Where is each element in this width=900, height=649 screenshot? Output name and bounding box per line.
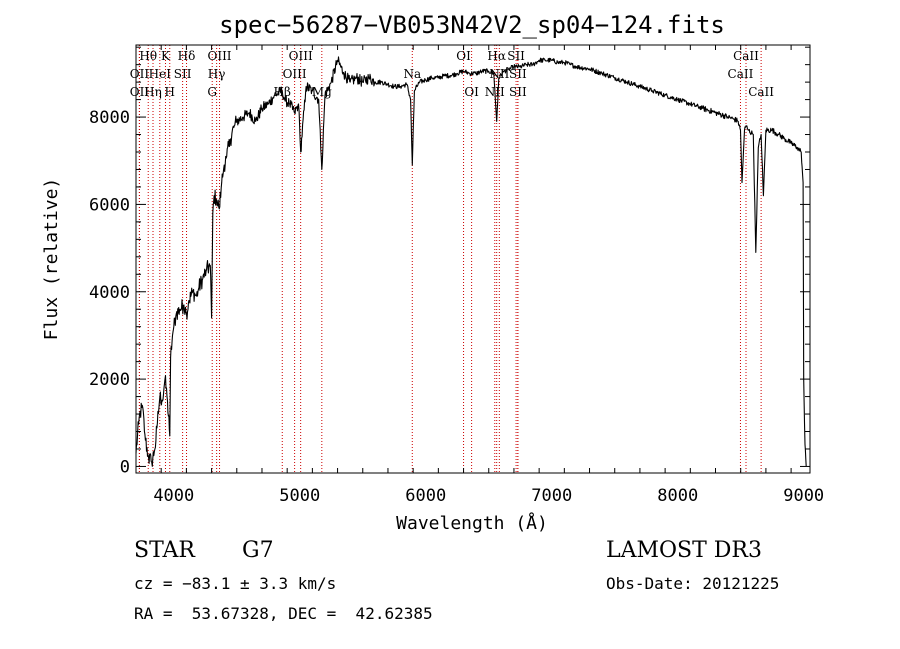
- y-tick-label: 4000: [89, 283, 130, 303]
- x-tick-label: 6000: [405, 486, 446, 506]
- y-axis: 0 2000 4000 6000 8000: [89, 46, 810, 477]
- x-tick-label: 7000: [531, 486, 572, 506]
- y-tick-label: 0: [120, 457, 130, 477]
- line-label-4: K: [161, 49, 171, 63]
- spectral-line-markers: [138, 45, 762, 473]
- line-label-3: Hη: [144, 85, 162, 99]
- line-label-13: OIII: [283, 67, 307, 81]
- line-label-26: CaII: [728, 67, 754, 81]
- line-label-7: H: [165, 85, 175, 99]
- line-label-18: OI: [464, 85, 479, 99]
- line-label-0: Hθ: [139, 49, 157, 63]
- subclass: G7: [242, 538, 274, 563]
- line-label-10: Hγ: [208, 67, 226, 81]
- x-tick-label: 4000: [153, 486, 194, 506]
- line-label-24: SII: [509, 85, 527, 99]
- x-axis-label: Wavelength (Å): [396, 512, 548, 534]
- x-tick-label: 5000: [279, 486, 320, 506]
- line-label-16: Na: [403, 67, 421, 81]
- y-tick-label: 2000: [89, 370, 130, 390]
- line-label-6: SII: [174, 67, 192, 81]
- line-label-1: OII: [130, 67, 150, 81]
- line-label-5: HeI: [149, 67, 172, 81]
- spectrum-line: [135, 56, 807, 467]
- line-label-22: SII: [509, 67, 527, 81]
- coordinates: RA = 53.67328, DEC = 42.62385: [134, 604, 433, 623]
- line-label-11: G: [207, 85, 217, 99]
- x-axis: 4000 5000 6000 7000 8000 9000: [135, 45, 824, 506]
- y-tick-label: 8000: [89, 108, 130, 128]
- line-label-2: OII: [130, 85, 150, 99]
- object-class: STAR: [134, 538, 195, 563]
- line-label-25: CaII: [733, 49, 759, 63]
- obs-date: Obs-Date: 20121225: [606, 574, 780, 593]
- line-label-19: Hα: [487, 49, 506, 63]
- line-label-12: OIII: [289, 49, 313, 63]
- line-label-27: CaII: [748, 85, 774, 99]
- chart-title: spec−56287−VB053N42V2_sp04−124.fits: [219, 11, 725, 39]
- y-axis-label: Flux (relative): [41, 178, 62, 341]
- line-label-20: SII: [507, 49, 525, 63]
- plot-frame: [135, 44, 811, 474]
- x-tick-label: 9000: [783, 486, 824, 506]
- line-label-9: OIII: [207, 49, 231, 63]
- y-tick-label: 6000: [89, 195, 130, 215]
- redshift-text: cz = −83.1 ± 3.3 km/s: [134, 574, 337, 593]
- line-label-8: Hδ: [178, 49, 196, 63]
- survey-name: LAMOST DR3: [606, 538, 762, 563]
- line-label-17: OI: [456, 49, 471, 63]
- x-tick-label: 8000: [657, 486, 698, 506]
